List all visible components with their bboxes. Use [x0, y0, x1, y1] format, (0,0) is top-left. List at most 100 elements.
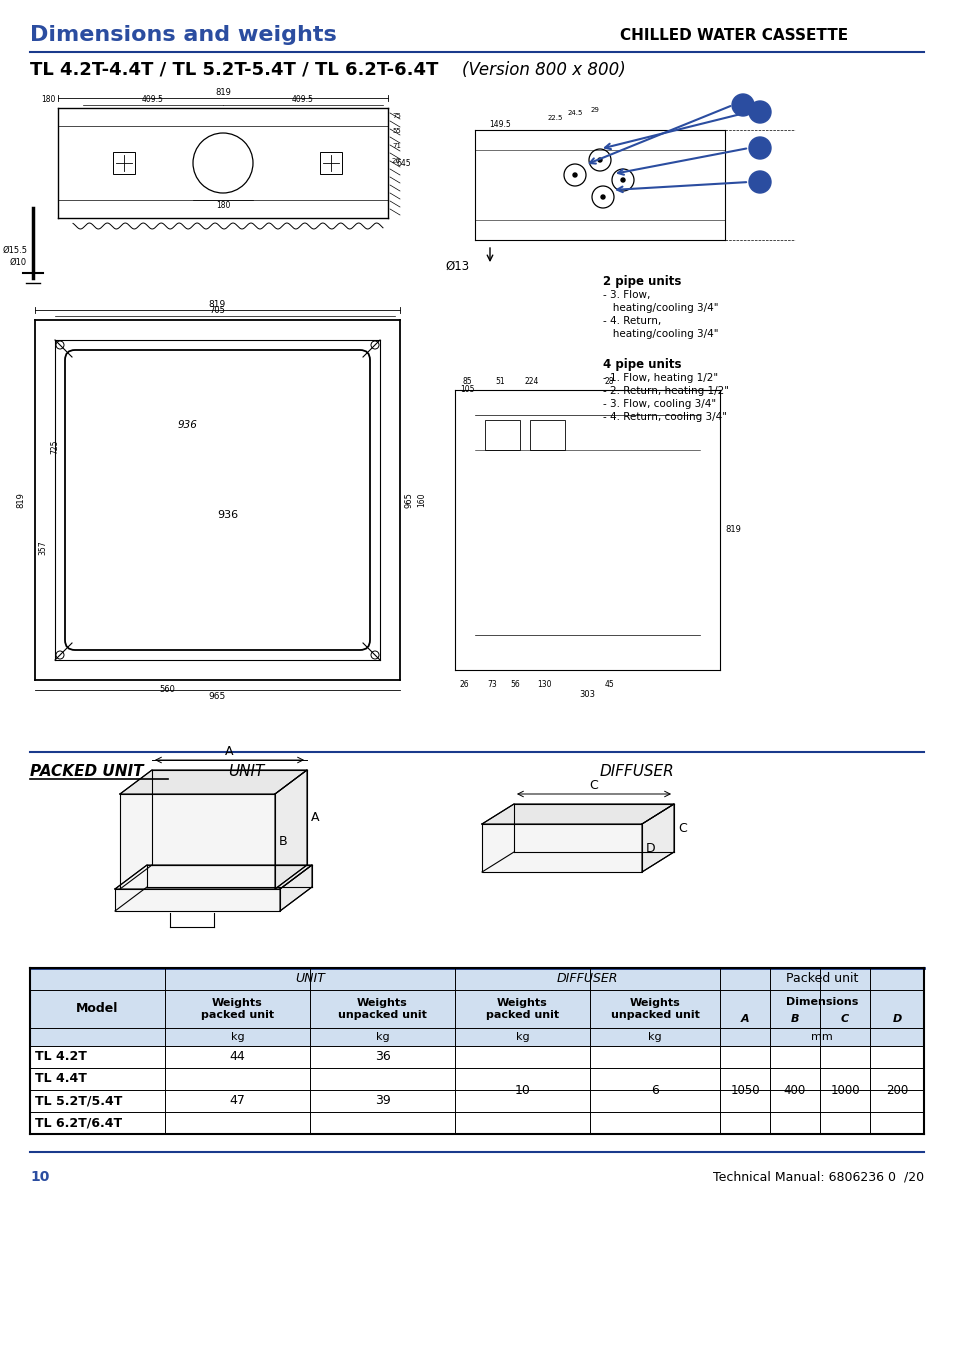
Text: Technical Manual: 6806236 0  /20: Technical Manual: 6806236 0 /20 [712, 1170, 923, 1183]
Text: UNIT: UNIT [228, 764, 264, 779]
Text: 160: 160 [416, 493, 426, 508]
Circle shape [620, 178, 624, 182]
Text: 560: 560 [159, 684, 175, 694]
Text: Weights
unpacked unit: Weights unpacked unit [610, 998, 699, 1021]
Text: TL 4.2T-4.4T / TL 5.2T-5.4T / TL 6.2T-6.4T: TL 4.2T-4.4T / TL 5.2T-5.4T / TL 6.2T-6.… [30, 61, 438, 80]
Text: Dimensions and weights: Dimensions and weights [30, 26, 336, 45]
Bar [165, 968, 455, 1027]
Text: heating/cooling 3/4": heating/cooling 3/4" [602, 302, 718, 313]
Text: 149.5: 149.5 [489, 120, 511, 130]
Circle shape [600, 194, 604, 198]
Text: 357: 357 [38, 540, 48, 555]
Text: 75: 75 [392, 113, 400, 119]
Text: B: B [278, 836, 287, 848]
Text: Weights
packed unit: Weights packed unit [485, 998, 558, 1021]
Text: 36: 36 [375, 1050, 390, 1064]
Text: TL 6.2T/6.4T: TL 6.2T/6.4T [35, 1116, 122, 1130]
Text: 26: 26 [459, 680, 469, 688]
Text: 965: 965 [209, 693, 226, 701]
Circle shape [748, 101, 770, 123]
Bar [484, 420, 519, 450]
Polygon shape [120, 769, 307, 794]
Text: A: A [740, 1014, 748, 1025]
Text: 28: 28 [604, 377, 614, 386]
Text: 400: 400 [783, 1084, 805, 1096]
Text: C: C [678, 822, 686, 834]
Text: 45: 45 [604, 680, 614, 688]
Text: DIFFUSER: DIFFUSER [557, 972, 618, 986]
Text: 2 pipe units: 2 pipe units [602, 275, 680, 288]
Text: TL 4.4T: TL 4.4T [35, 1072, 87, 1085]
Text: DIFFUSER: DIFFUSER [599, 764, 674, 779]
Text: PACKED UNIT: PACKED UNIT [30, 764, 143, 779]
Text: 705: 705 [210, 306, 225, 315]
Text: TL 4.2T: TL 4.2T [35, 1050, 87, 1064]
Text: UNIT: UNIT [294, 972, 325, 986]
Polygon shape [115, 865, 312, 890]
Text: Ø10: Ø10 [10, 258, 27, 267]
Text: 130: 130 [537, 680, 551, 688]
Bar [115, 890, 280, 911]
Bar [120, 794, 274, 890]
Text: B: B [790, 1014, 799, 1025]
Text: 73: 73 [486, 680, 497, 688]
Text: 645: 645 [396, 158, 411, 167]
Bar [112, 153, 135, 174]
Text: kg: kg [231, 1031, 244, 1042]
Text: 44: 44 [230, 1050, 245, 1064]
Text: Dimensions: Dimensions [785, 998, 858, 1007]
Text: 10: 10 [30, 1170, 50, 1184]
Text: Weights
unpacked unit: Weights unpacked unit [337, 998, 427, 1021]
Text: 965: 965 [405, 491, 414, 508]
Text: 4 pipe units: 4 pipe units [602, 358, 680, 371]
Text: C: C [840, 1014, 848, 1025]
Text: 2: 2 [756, 107, 763, 117]
Text: 936: 936 [216, 510, 238, 520]
Text: - 3. Flow, cooling 3/4": - 3. Flow, cooling 3/4" [602, 400, 716, 409]
Text: 180: 180 [42, 95, 56, 104]
Text: C: C [589, 779, 598, 792]
Text: CHILLED WATER CASSETTE: CHILLED WATER CASSETTE [619, 27, 847, 42]
Circle shape [748, 136, 770, 159]
Bar [530, 420, 564, 450]
Text: 6: 6 [650, 1084, 659, 1096]
Circle shape [748, 171, 770, 193]
Bar [455, 968, 720, 1027]
Bar [720, 968, 923, 1027]
Text: 51: 51 [495, 377, 504, 386]
Text: kg: kg [516, 1031, 529, 1042]
Text: - 4. Return,: - 4. Return, [602, 316, 660, 325]
Text: TL 5.2T/5.4T: TL 5.2T/5.4T [35, 1095, 122, 1107]
Text: - 3. Flow,: - 3. Flow, [602, 290, 650, 300]
Text: 1: 1 [756, 143, 763, 153]
Text: 819: 819 [209, 300, 226, 309]
Text: kg: kg [375, 1031, 389, 1042]
Text: 71: 71 [392, 143, 400, 148]
Text: 819: 819 [16, 491, 26, 508]
Text: Ø15.5: Ø15.5 [3, 246, 28, 255]
Text: 105: 105 [459, 385, 474, 394]
Text: 85: 85 [462, 377, 472, 386]
Bar [30, 968, 165, 1027]
Text: 47: 47 [230, 1095, 245, 1107]
Polygon shape [274, 769, 307, 890]
Text: 819: 819 [214, 88, 231, 97]
Text: D: D [645, 841, 655, 855]
Text: 409.5: 409.5 [142, 95, 164, 104]
Text: 56: 56 [510, 680, 519, 688]
Circle shape [731, 95, 753, 116]
Text: 224: 224 [524, 377, 538, 386]
Text: Ø13: Ø13 [444, 261, 469, 273]
Text: 10: 10 [514, 1084, 530, 1096]
Polygon shape [641, 805, 673, 872]
Text: 819: 819 [724, 525, 740, 535]
Polygon shape [481, 805, 673, 823]
Text: 1050: 1050 [729, 1084, 759, 1096]
Circle shape [573, 173, 577, 177]
Text: - 2. Return, heating 1/2": - 2. Return, heating 1/2" [602, 386, 728, 396]
Text: A: A [225, 745, 233, 757]
Text: kg: kg [647, 1031, 661, 1042]
Text: 55: 55 [392, 128, 400, 134]
Text: Model: Model [76, 1003, 118, 1015]
Text: 39: 39 [375, 1095, 390, 1107]
